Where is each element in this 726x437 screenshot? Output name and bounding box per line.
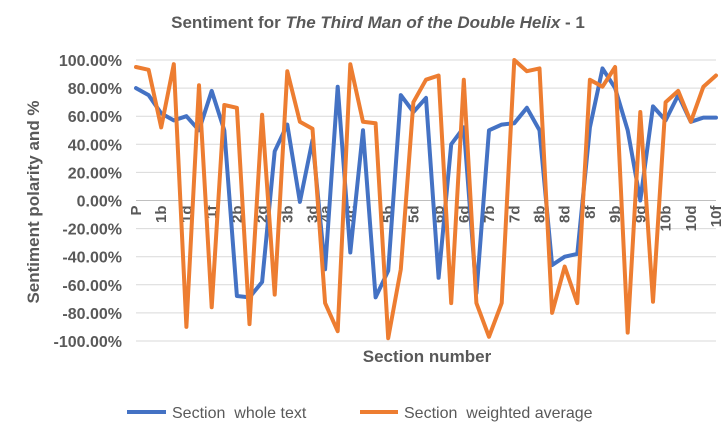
legend-label-weighted-average: Section weighted average [404, 405, 593, 422]
y-tick-label: -20.00% [62, 222, 122, 239]
y-tick-labels: 100.00% 80.00% 60.00% 40.00% 20.00% 0.00% -20.… [54, 53, 123, 351]
series-line-whole-text [134, 66, 718, 300]
y-axis-label: Sentiment polarity and % [24, 100, 43, 303]
y-tick-label: -80.00% [62, 306, 122, 323]
x-tick-label: P [128, 206, 145, 216]
gridlines [136, 59, 716, 342]
x-tick-label: 10b [658, 206, 675, 232]
y-tick-label: -40.00% [62, 250, 122, 267]
legend-label-whole-text: Section whole text [172, 405, 307, 422]
x-tick-label: 8b [531, 206, 548, 224]
x-tick-label: 3b [279, 206, 296, 224]
series-lines [134, 58, 718, 341]
y-tick-label: 100.00% [59, 53, 122, 70]
x-tick-label: 5d [405, 206, 422, 224]
y-tick-label: 20.00% [68, 165, 122, 182]
x-tick-label: 8d [557, 206, 574, 224]
x-tick-label: 7d [506, 206, 523, 224]
chart-title: Sentiment for The Third Man of the Doubl… [171, 13, 585, 32]
x-tick-label: 7b [481, 206, 498, 224]
x-tick-label: 10d [683, 206, 700, 232]
y-tick-label: 60.00% [68, 109, 122, 126]
y-tick-label: 40.00% [68, 137, 122, 154]
y-tick-label: 80.00% [68, 81, 122, 98]
y-tick-label: 0.00% [77, 194, 122, 211]
x-tick-label: 1b [153, 206, 170, 224]
y-tick-label: -60.00% [62, 278, 122, 295]
x-tick-label: 10f [708, 205, 725, 228]
x-tick-label: 8f [582, 205, 599, 219]
series-line-weighted-average [134, 58, 718, 341]
x-axis-label: Section number [363, 347, 492, 366]
legend: Section whole text Section weighted aver… [127, 405, 593, 422]
y-tick-label: -100.00% [54, 334, 123, 351]
